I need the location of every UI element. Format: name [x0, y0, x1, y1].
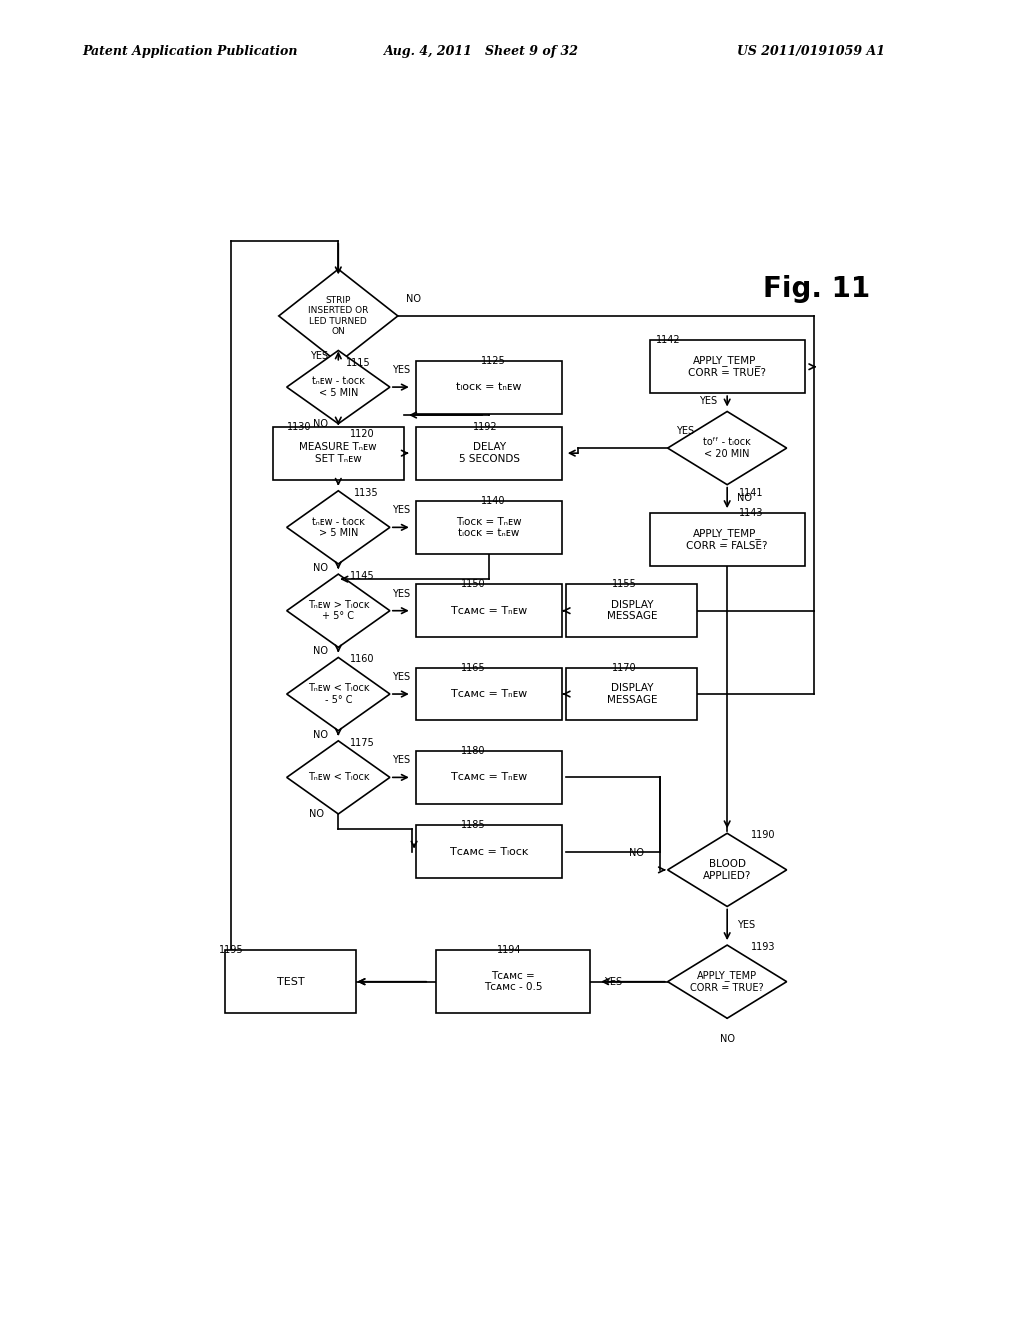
Text: NO: NO — [313, 730, 328, 739]
FancyBboxPatch shape — [650, 513, 805, 566]
FancyBboxPatch shape — [225, 950, 356, 1014]
Text: NO: NO — [629, 847, 644, 858]
Text: 1155: 1155 — [612, 579, 637, 589]
Text: tₙᴇᴡ - tₗᴏᴄᴋ
> 5 MIN: tₙᴇᴡ - tₗᴏᴄᴋ > 5 MIN — [312, 516, 365, 539]
FancyBboxPatch shape — [416, 825, 562, 878]
Text: Tₙᴇᴡ < Tₗᴏᴄᴋ: Tₙᴇᴡ < Tₗᴏᴄᴋ — [307, 772, 369, 783]
FancyBboxPatch shape — [416, 360, 562, 413]
Text: 1160: 1160 — [350, 655, 375, 664]
Text: tₙᴇᴡ - tₗᴏᴄᴋ
< 5 MIN: tₙᴇᴡ - tₗᴏᴄᴋ < 5 MIN — [312, 376, 365, 397]
Text: YES: YES — [604, 977, 623, 986]
Text: Patent Application Publication: Patent Application Publication — [82, 45, 297, 58]
Text: Tᴄᴀᴍᴄ = Tₗᴏᴄᴋ: Tᴄᴀᴍᴄ = Tₗᴏᴄᴋ — [450, 846, 528, 857]
Text: tᴏᶠᶠ - tₗᴏᴄᴋ
< 20 MIN: tᴏᶠᶠ - tₗᴏᴄᴋ < 20 MIN — [703, 437, 751, 459]
Text: BLOOD
APPLIED?: BLOOD APPLIED? — [703, 859, 752, 880]
Text: 1165: 1165 — [462, 663, 486, 672]
Polygon shape — [287, 741, 390, 814]
Polygon shape — [287, 574, 390, 647]
Text: NO: NO — [737, 492, 753, 503]
Text: US 2011/0191059 A1: US 2011/0191059 A1 — [737, 45, 886, 58]
Text: 1150: 1150 — [462, 579, 486, 589]
Text: 1130: 1130 — [287, 421, 311, 432]
Text: Fig. 11: Fig. 11 — [763, 276, 870, 304]
Text: YES: YES — [392, 364, 410, 375]
Polygon shape — [668, 945, 786, 1018]
Text: 1145: 1145 — [350, 572, 375, 581]
Text: NO: NO — [313, 647, 328, 656]
Text: 1115: 1115 — [346, 358, 371, 367]
Text: YES: YES — [392, 506, 410, 515]
Text: 1141: 1141 — [739, 487, 764, 498]
Text: DELAY
5 SECONDS: DELAY 5 SECONDS — [459, 442, 519, 463]
Text: NO: NO — [309, 809, 324, 818]
FancyBboxPatch shape — [416, 751, 562, 804]
Text: Tᴄᴀᴍᴄ =
Tᴄᴀᴍᴄ - 0.5: Tᴄᴀᴍᴄ = Tᴄᴀᴍᴄ - 0.5 — [483, 972, 542, 993]
Text: Tₗᴏᴄᴋ = Tₙᴇᴡ
tₗᴏᴄᴋ = tₙᴇᴡ: Tₗᴏᴄᴋ = Tₙᴇᴡ tₗᴏᴄᴋ = tₙᴇᴡ — [457, 516, 522, 539]
Text: NO: NO — [313, 564, 328, 573]
Text: Tᴄᴀᴍᴄ = Tₙᴇᴡ: Tᴄᴀᴍᴄ = Tₙᴇᴡ — [451, 606, 527, 615]
Text: NO: NO — [720, 1034, 734, 1044]
Text: MEASURE Tₙᴇᴡ
SET Tₙᴇᴡ: MEASURE Tₙᴇᴡ SET Tₙᴇᴡ — [299, 442, 377, 463]
Polygon shape — [287, 351, 390, 424]
Text: YES: YES — [392, 672, 410, 682]
Text: Tᴄᴀᴍᴄ = Tₙᴇᴡ: Tᴄᴀᴍᴄ = Tₙᴇᴡ — [451, 772, 527, 783]
Text: Tₙᴇᴡ > Tₗᴏᴄᴋ
+ 5° C: Tₙᴇᴡ > Tₗᴏᴄᴋ + 5° C — [307, 599, 369, 622]
Text: Tₙᴇᴡ < Tₗᴏᴄᴋ
- 5° C: Tₙᴇᴡ < Tₗᴏᴄᴋ - 5° C — [307, 684, 369, 705]
Text: 1142: 1142 — [655, 335, 680, 346]
Text: 1135: 1135 — [354, 487, 379, 498]
Text: STRIP
INSERTED OR
LED TURNED
ON: STRIP INSERTED OR LED TURNED ON — [308, 296, 369, 337]
Text: 1192: 1192 — [473, 421, 498, 432]
Text: YES: YES — [737, 920, 756, 929]
Text: 1170: 1170 — [612, 663, 637, 672]
Text: 1190: 1190 — [751, 830, 775, 841]
Text: NO: NO — [313, 420, 328, 429]
FancyBboxPatch shape — [650, 341, 805, 393]
FancyBboxPatch shape — [566, 585, 697, 638]
Text: 1175: 1175 — [350, 738, 375, 747]
Text: YES: YES — [392, 755, 410, 766]
Text: 1125: 1125 — [481, 355, 506, 366]
Text: 1185: 1185 — [462, 820, 486, 830]
Text: 1140: 1140 — [481, 496, 506, 506]
Text: 1194: 1194 — [497, 945, 521, 956]
Text: NO: NO — [406, 294, 421, 304]
Text: tₗᴏᴄᴋ = tₙᴇᴡ: tₗᴏᴄᴋ = tₙᴇᴡ — [457, 381, 522, 392]
Polygon shape — [287, 657, 390, 731]
Text: Tᴄᴀᴍᴄ = Tₙᴇᴡ: Tᴄᴀᴍᴄ = Tₙᴇᴡ — [451, 689, 527, 700]
Text: YES: YES — [310, 351, 328, 360]
Text: APPLY_TEMP_
CORR = TRUE?: APPLY_TEMP_ CORR = TRUE? — [688, 355, 766, 378]
FancyBboxPatch shape — [566, 668, 697, 721]
Polygon shape — [668, 412, 786, 484]
Text: 1120: 1120 — [350, 429, 375, 438]
Polygon shape — [668, 833, 786, 907]
FancyBboxPatch shape — [416, 585, 562, 638]
Text: YES: YES — [392, 589, 410, 598]
Text: DISPLAY
MESSAGE: DISPLAY MESSAGE — [606, 599, 657, 622]
Text: YES: YES — [698, 396, 717, 407]
FancyBboxPatch shape — [272, 426, 403, 479]
FancyBboxPatch shape — [416, 668, 562, 721]
Text: TEST: TEST — [276, 977, 304, 986]
Text: 1180: 1180 — [462, 746, 485, 756]
FancyBboxPatch shape — [416, 426, 562, 479]
Text: APPLY_TEMP
CORR = TRUE?: APPLY_TEMP CORR = TRUE? — [690, 970, 764, 993]
Text: Aug. 4, 2011   Sheet 9 of 32: Aug. 4, 2011 Sheet 9 of 32 — [384, 45, 579, 58]
Text: 1143: 1143 — [739, 508, 764, 517]
Polygon shape — [287, 491, 390, 564]
Text: APPLY_TEMP_
CORR = FALSE?: APPLY_TEMP_ CORR = FALSE? — [686, 528, 768, 550]
Text: 1193: 1193 — [751, 942, 775, 952]
Polygon shape — [279, 269, 397, 363]
Text: 1195: 1195 — [219, 945, 244, 956]
FancyBboxPatch shape — [435, 950, 590, 1014]
Text: YES: YES — [676, 426, 693, 436]
FancyBboxPatch shape — [416, 500, 562, 554]
Text: DISPLAY
MESSAGE: DISPLAY MESSAGE — [606, 684, 657, 705]
